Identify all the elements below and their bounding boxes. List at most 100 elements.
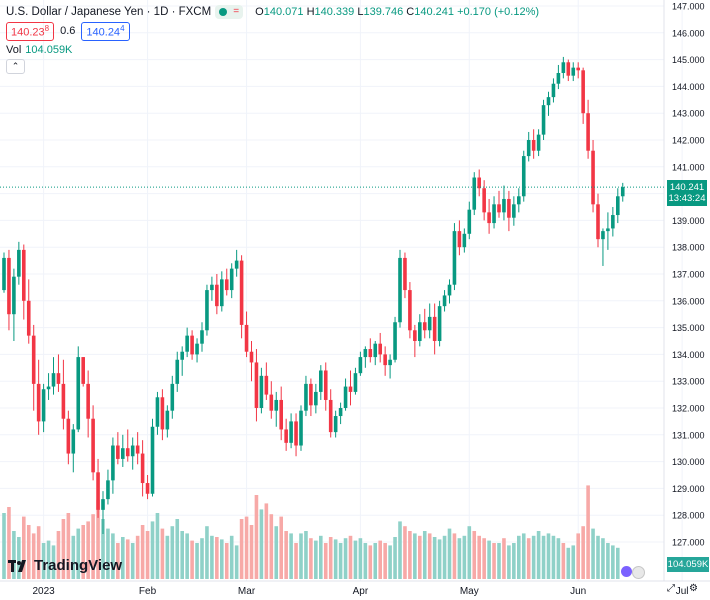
volume-price-label: 104.059K xyxy=(667,557,709,572)
price-tick-label: 127.000 xyxy=(672,538,705,548)
volume-bar xyxy=(22,516,26,579)
candle-body xyxy=(546,97,551,106)
volume-bar xyxy=(323,543,328,579)
candle-body xyxy=(116,445,120,459)
candle-body xyxy=(482,188,486,213)
volume-bar xyxy=(51,545,56,579)
price-tick-label: 144.000 xyxy=(672,82,705,92)
volume-bar xyxy=(551,535,556,579)
price-tick-label: 137.000 xyxy=(672,270,705,280)
volume-bar xyxy=(234,545,239,579)
candle-body xyxy=(620,187,625,197)
market-open-dot-icon xyxy=(219,8,228,16)
candle-body xyxy=(121,448,125,459)
candle-body xyxy=(125,448,130,457)
tradingview-logo[interactable]: TradingView xyxy=(8,557,122,574)
candle-body xyxy=(22,249,26,301)
volume-bar xyxy=(106,528,110,579)
volume-bar xyxy=(215,537,219,579)
fullscreen-icon[interactable]: ⤢ xyxy=(667,583,675,594)
chevron-up-icon: ⌃ xyxy=(11,61,20,71)
volume-bar xyxy=(309,538,313,579)
candle-body xyxy=(36,383,41,422)
volume-bar xyxy=(348,535,353,579)
volume-bar xyxy=(200,538,204,579)
volume-bar xyxy=(289,533,293,579)
legend-header: U.S. Dollar / Japanese Yen · 1D · FXCM =… xyxy=(6,5,539,19)
volume-bar xyxy=(373,543,378,579)
last-price-label: 140.241 13:43:24 xyxy=(667,180,707,206)
volume-bar xyxy=(229,535,234,579)
last-price-value: 140.241 xyxy=(669,182,705,193)
price-tick-label: 136.000 xyxy=(672,296,705,306)
volume-bar xyxy=(531,535,536,579)
buy-button[interactable]: 140.244 xyxy=(81,22,130,41)
price-tick-label: 139.000 xyxy=(672,216,705,226)
volume-bar xyxy=(427,533,432,579)
candle-body xyxy=(467,209,472,234)
volume-bar xyxy=(368,545,373,579)
candle-body xyxy=(86,383,90,419)
volume-bar xyxy=(220,539,224,579)
volume-bar xyxy=(195,543,199,579)
candle-body xyxy=(561,62,566,73)
candle-body xyxy=(279,399,283,430)
volume-bar xyxy=(239,519,244,579)
volume-bar xyxy=(299,533,303,579)
candle-body xyxy=(323,370,328,400)
volume-bar xyxy=(249,525,254,579)
candle-body xyxy=(130,445,135,457)
candle-body xyxy=(299,410,303,446)
candle-body xyxy=(12,276,16,315)
candle-body xyxy=(427,316,432,331)
volume-bar xyxy=(279,516,283,579)
price-tick-label: 129.000 xyxy=(672,484,705,494)
price-tick-label: 134.000 xyxy=(672,350,705,360)
candle-body xyxy=(101,499,105,510)
volume-bar xyxy=(338,543,343,579)
us-flag-icon[interactable] xyxy=(632,566,645,579)
volume-bar xyxy=(576,533,580,579)
volume-bar xyxy=(556,538,561,579)
candle-body xyxy=(581,70,585,114)
candle-body xyxy=(457,231,462,248)
sell-button[interactable]: 140.238 xyxy=(6,22,55,41)
candle-body xyxy=(363,349,368,358)
volume-bar xyxy=(601,538,605,579)
candle-body xyxy=(556,73,561,84)
collapse-legend-button[interactable]: ⌃ xyxy=(6,59,25,74)
volume-bar xyxy=(378,540,382,579)
volume-bar xyxy=(160,528,165,579)
candle-body xyxy=(378,343,382,355)
market-status-indicator[interactable]: = xyxy=(215,5,244,19)
price-tick-label: 131.000 xyxy=(672,430,705,440)
price-tick-label: 145.000 xyxy=(672,55,705,65)
candle-body xyxy=(333,416,338,433)
volume-bar xyxy=(130,543,135,579)
volume-bar xyxy=(437,539,442,579)
candle-body xyxy=(7,257,11,315)
volume-bar xyxy=(388,545,392,579)
volume-bar xyxy=(140,525,145,579)
symbol-title[interactable]: U.S. Dollar / Japanese Yen · 1D · FXCM xyxy=(6,6,212,18)
price-tick-label: 146.000 xyxy=(672,28,705,38)
volume-bar xyxy=(101,519,105,579)
price-tick-label: 132.000 xyxy=(672,404,705,414)
candle-body xyxy=(437,306,442,341)
candle-body xyxy=(46,386,51,390)
ohlc-values: O140.071 H140.339 L139.746 C140.241 +0.1… xyxy=(255,6,539,18)
candle-body xyxy=(507,198,511,218)
volume-bar xyxy=(91,514,95,579)
candle-body xyxy=(596,204,600,240)
event-lightning-icon[interactable] xyxy=(621,566,632,577)
candle-body xyxy=(566,62,571,76)
time-tick-label: May xyxy=(460,586,479,597)
candle-body xyxy=(220,279,224,307)
volume-bar xyxy=(111,533,115,579)
volume-bar xyxy=(492,543,496,579)
ask-pip: 4 xyxy=(120,24,125,33)
settings-gear-icon[interactable]: ⚙ xyxy=(689,583,698,594)
volume-bar xyxy=(2,513,6,579)
volume-bar xyxy=(121,537,125,579)
